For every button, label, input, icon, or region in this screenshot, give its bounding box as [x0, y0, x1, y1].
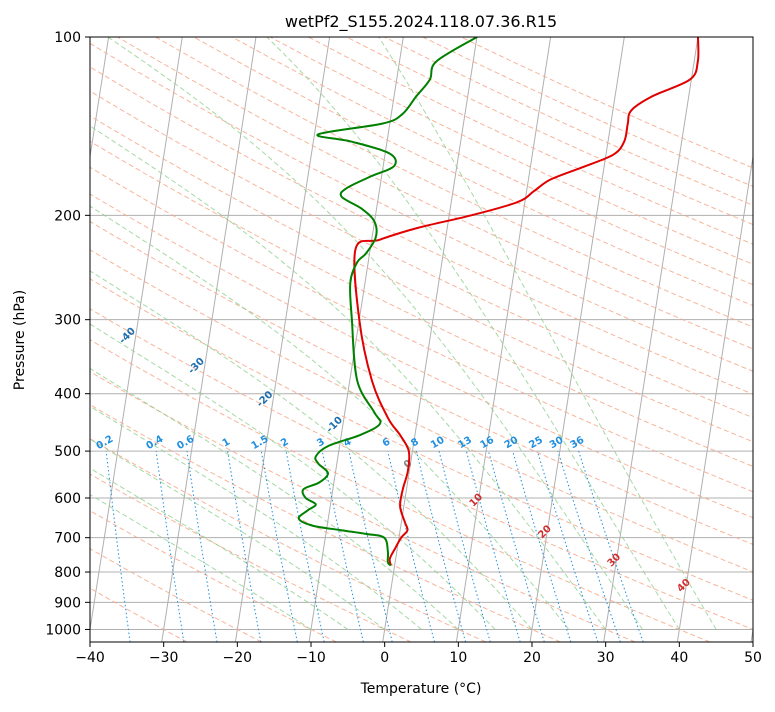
- x-tick-label: −10: [296, 650, 326, 666]
- x-tick-label: 40: [670, 650, 688, 666]
- x-tick-label: −40: [75, 650, 105, 666]
- y-axis-label: Pressure (hPa): [12, 290, 28, 390]
- x-tick-label: 0: [380, 650, 389, 666]
- plot-area: [90, 37, 753, 642]
- x-tick-label: 20: [523, 650, 541, 666]
- y-tick-label: 1000: [45, 622, 81, 638]
- x-tick-label: 50: [744, 650, 762, 666]
- y-tick-label: 500: [54, 444, 81, 460]
- x-axis-label: Temperature (°C): [360, 681, 482, 697]
- y-tick-label: 200: [54, 208, 81, 224]
- x-tick-label: −20: [223, 650, 253, 666]
- y-tick-label: 900: [54, 595, 81, 611]
- y-tick-label: 700: [54, 531, 81, 547]
- y-tick-label: 100: [54, 30, 81, 46]
- y-tick-label: 300: [54, 313, 81, 329]
- x-tick-label: 30: [597, 650, 615, 666]
- y-tick-label: 400: [54, 387, 81, 403]
- x-tick-label: −30: [149, 650, 179, 666]
- x-tick-label: 10: [449, 650, 467, 666]
- chart-title: wetPf2_S155.2024.118.07.36.R15: [285, 12, 557, 32]
- y-tick-label: 600: [54, 491, 81, 507]
- y-tick-label: 800: [54, 565, 81, 581]
